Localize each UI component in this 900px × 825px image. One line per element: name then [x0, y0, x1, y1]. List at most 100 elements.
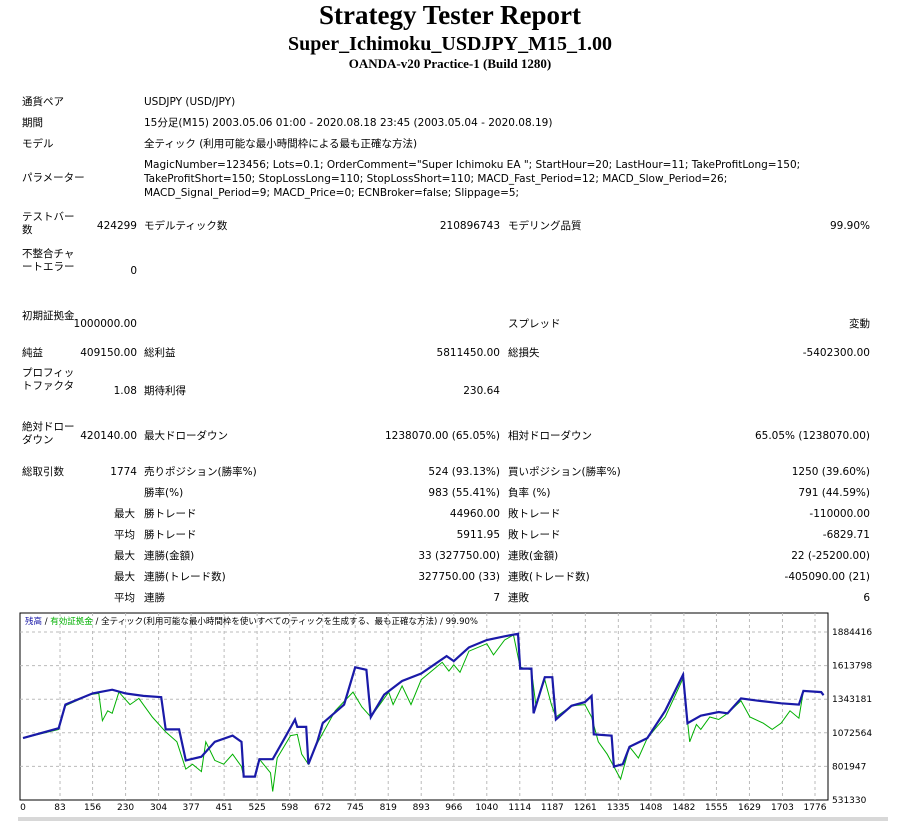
x-tick-label: 819 — [380, 803, 397, 813]
cons-win-money-value: 33 (327750.00) — [418, 550, 500, 562]
largest-win-value: 44960.00 — [449, 508, 500, 520]
max-dd-value: 1238070.00 (65.05%) — [384, 430, 500, 442]
x-tick-label: 230 — [117, 803, 134, 813]
quality-label: モデリング品質 — [508, 220, 582, 232]
rel-dd-label: 相対ドローダウン — [508, 430, 592, 442]
y-tick-label: 1884416 — [832, 628, 872, 638]
bottom-scrollbar — [18, 817, 888, 821]
x-tick-label: 377 — [183, 803, 200, 813]
report-title: Strategy Tester Report — [319, 0, 581, 30]
avg-win-value: 5911.95 — [456, 529, 500, 541]
gross-loss-label: 総損失 — [508, 347, 540, 359]
spread-value: 変動 — [849, 318, 870, 330]
quality-value: 99.90% — [829, 220, 870, 232]
x-tick-label: 598 — [281, 803, 298, 813]
legend-quality: 99.90% — [446, 617, 478, 627]
spread-label: スプレッド — [508, 318, 561, 330]
ticks-value: 210896743 — [439, 220, 500, 232]
x-tick-label: 893 — [413, 803, 430, 813]
info-value-symbol: USDJPY (USD/JPY) — [144, 96, 236, 108]
avg-label-2: 平均 — [114, 592, 135, 604]
abs-dd-value: 420140.00 — [80, 430, 137, 442]
avg-loss-label: 敗トレード — [508, 529, 561, 541]
info-value-model: 全ティック (利用可能な最小時間枠による最も正確な方法) — [144, 138, 418, 150]
info-value-period: 15分足(M15) 2003.05.06 01:00 - 2020.08.18 … — [144, 117, 553, 129]
long-value: 1250 (39.60%) — [791, 466, 870, 478]
short-label: 売りポジション(勝率%) — [144, 466, 257, 478]
bars-value: 424299 — [96, 220, 137, 232]
cons-win-count-label: 連勝(トレード数) — [144, 571, 226, 583]
info-label-symbol: 通貨ペア — [22, 96, 64, 108]
avg-cons-win-value: 7 — [493, 592, 500, 604]
rel-dd-value: 65.05% (1238070.00) — [754, 430, 870, 442]
x-tick-label: 525 — [249, 803, 266, 813]
gross-profit-value: 5811450.00 — [436, 347, 500, 359]
cons-win-count-value: 327750.00 (33) — [418, 571, 500, 583]
pf-label: プロフィットファクタ — [22, 367, 75, 392]
net-label: 純益 — [22, 347, 43, 359]
cons-loss-money-label: 連敗(金額) — [508, 550, 559, 562]
x-tick-label: 83 — [54, 803, 65, 813]
expected-value: 230.64 — [463, 385, 500, 397]
y-tick-label: 1343181 — [832, 695, 872, 705]
expected-label: 期待利得 — [144, 385, 186, 397]
avg-loss-value: -6829.71 — [822, 529, 870, 541]
x-tick-label: 966 — [445, 803, 462, 813]
x-tick-label: 451 — [216, 803, 233, 813]
loss-value: 791 (44.59%) — [798, 487, 870, 499]
x-tick-label: 1187 — [541, 803, 564, 813]
largest-win-label: 勝トレード — [144, 508, 197, 520]
x-tick-label: 1776 — [804, 803, 827, 813]
cons-loss-count-value: -405090.00 (21) — [784, 571, 870, 583]
info-value-params: MagicNumber=123456; Lots=0.1; OrderComme… — [144, 159, 801, 199]
gross-profit-label: 総利益 — [144, 347, 176, 359]
deposit-value: 1000000.00 — [73, 318, 137, 330]
x-tick-label: 1703 — [771, 803, 794, 813]
max-label-2: 最大 — [114, 550, 135, 562]
trades-label: 総取引数 — [22, 466, 64, 478]
largest-loss-label: 敗トレード — [508, 508, 561, 520]
largest-loss-value: -110000.00 — [809, 508, 870, 520]
abs-dd-label: 絶対ドローダウン — [22, 421, 75, 446]
avg-label: 平均 — [114, 529, 135, 541]
short-value: 524 (93.13%) — [428, 466, 500, 478]
legend-balance: 残高 — [25, 616, 42, 627]
x-tick-label: 745 — [347, 803, 364, 813]
bars-label: テストバー数 — [22, 211, 75, 236]
equity-line — [22, 634, 824, 792]
info-label-period: 期間 — [22, 117, 43, 129]
x-tick-label: 1114 — [508, 803, 531, 813]
y-tick-label: 801947 — [832, 762, 866, 772]
report-subtitle: Super_Ichimoku_USDJPY_M15_1.00 — [288, 33, 612, 55]
loss-label: 負率 (%) — [508, 487, 551, 499]
cons-win-money-label: 連勝(金額) — [144, 550, 195, 562]
x-tick-label: 1261 — [574, 803, 597, 813]
x-tick-label: 304 — [150, 803, 167, 813]
win-value: 983 (55.41%) — [428, 487, 500, 499]
plot-frame — [19, 612, 829, 801]
x-tick-label: 0 — [20, 803, 26, 813]
avg-cons-loss-value: 6 — [863, 592, 870, 604]
cons-loss-money-value: 22 (-25200.00) — [791, 550, 870, 562]
chart-legend: 残高 / 有効証拠金 / 全ティック(利用可能な最小時間枠を使いすべてのティック… — [25, 616, 478, 627]
x-tick-label: 1482 — [672, 803, 695, 813]
server-info: OANDA-v20 Practice-1 (Build 1280) — [348, 56, 552, 71]
x-tick-label: 672 — [314, 803, 331, 813]
ticks-label: モデルティック数 — [144, 220, 228, 232]
x-tick-label: 1555 — [705, 803, 728, 813]
info-label-params: パラメーター — [22, 172, 85, 184]
x-tick-label: 1629 — [738, 803, 761, 813]
avg-cons-win-label: 連勝 — [144, 592, 165, 604]
errors-value: 0 — [130, 265, 137, 277]
deposit-label: 初期証拠金 — [22, 310, 75, 322]
cons-loss-count-label: 連敗(トレード数) — [508, 571, 590, 583]
x-tick-label: 1040 — [475, 803, 498, 813]
x-tick-label: 1408 — [639, 803, 662, 813]
y-tick-label: 531330 — [832, 796, 867, 806]
avg-win-label: 勝トレード — [144, 529, 197, 541]
info-label-model: モデル — [22, 138, 54, 150]
legend-model: 全ティック(利用可能な最小時間枠を使いすべてのティックを生成する、最も正確な方法… — [101, 616, 437, 627]
y-tick-label: 1613798 — [832, 662, 872, 672]
errors-label: 不整合チャートエラー — [22, 248, 75, 273]
max-dd-label: 最大ドローダウン — [144, 430, 228, 442]
